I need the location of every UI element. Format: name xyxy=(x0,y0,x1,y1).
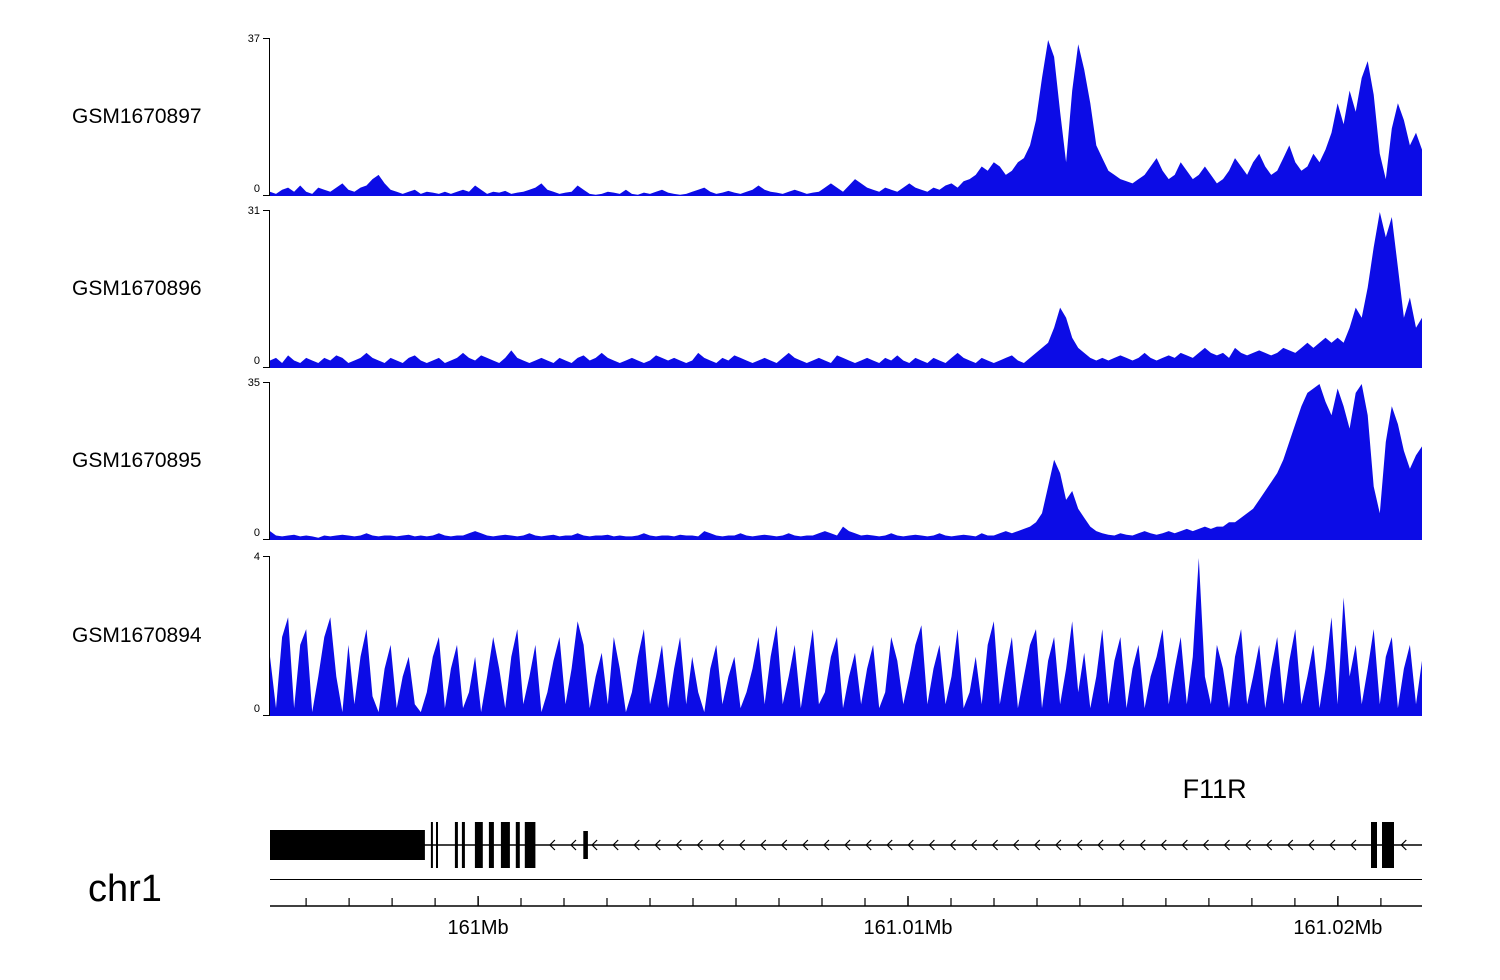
coverage-area xyxy=(270,40,1422,196)
strand-arrow-icon xyxy=(675,839,682,851)
chromosome-label: chr1 xyxy=(88,868,162,910)
gene-exon xyxy=(474,822,483,868)
coverage-plot-GSM1670894 xyxy=(270,558,1422,716)
gene-name-label: F11R xyxy=(1182,774,1247,804)
coordinate-ruler: 161Mb 161.01Mb 161.02Mb xyxy=(270,896,1422,939)
y-axis-line xyxy=(269,38,270,196)
y-axis-max-label: 37 xyxy=(247,33,260,45)
y-axis-top-tick xyxy=(263,210,269,211)
gene-exon xyxy=(461,822,465,868)
gene-exon xyxy=(270,830,425,860)
strand-arrow-icon xyxy=(823,839,830,851)
strand-arrow-icon xyxy=(802,839,809,851)
y-axis-zero-label: 0 xyxy=(253,703,260,715)
strand-arrow-icon xyxy=(549,839,556,851)
gene-model xyxy=(270,822,1422,868)
gene-exon xyxy=(1382,822,1394,868)
coverage-area xyxy=(270,212,1422,368)
strand-arrow-icon xyxy=(991,839,999,851)
coverage-area xyxy=(270,384,1422,540)
y-axis-max-label: 35 xyxy=(247,377,260,389)
strand-arrow-icon xyxy=(654,839,661,851)
strand-arrow-icon xyxy=(865,839,872,851)
y-axis-max-label: 31 xyxy=(247,205,260,217)
track-label-GSM1670895: GSM1670895 xyxy=(72,449,202,472)
y-axis-zero-label: 0 xyxy=(253,183,260,195)
gene-exon xyxy=(454,822,458,868)
strand-arrow-icon xyxy=(1076,839,1083,851)
strand-arrow-icon xyxy=(780,839,788,851)
strand-arrow-icon xyxy=(696,839,703,851)
strand-arrow-icon xyxy=(1181,839,1188,851)
strand-arrow-icon xyxy=(1118,839,1125,851)
y-axis-top-tick xyxy=(263,38,269,39)
strand-arrow-icon xyxy=(1308,839,1315,851)
strand-arrow-icon xyxy=(949,839,956,851)
coverage-plot-GSM1670897 xyxy=(270,40,1422,196)
strand-arrow-icon xyxy=(759,839,767,851)
strand-arrow-icon xyxy=(1329,839,1336,851)
track-label-GSM1670894: GSM1670894 xyxy=(72,624,202,647)
strand-arrow-icon xyxy=(1202,839,1209,851)
gene-exon xyxy=(436,822,438,868)
strand-arrow-icon xyxy=(1350,839,1357,851)
gene-exon xyxy=(430,822,433,868)
gene-exon xyxy=(524,822,536,868)
track-label-GSM1670896: GSM1670896 xyxy=(72,277,202,300)
strand-arrow-icon xyxy=(612,839,619,851)
y-axis-line xyxy=(269,382,270,540)
strand-arrow-icon xyxy=(1223,839,1230,851)
ruler-position-label: 161Mb xyxy=(448,917,509,939)
strand-arrow-icon xyxy=(1055,839,1062,851)
strand-arrow-icon xyxy=(1097,839,1104,851)
y-axis-zero-label: 0 xyxy=(253,355,260,367)
strand-arrow-icon xyxy=(1012,839,1020,851)
gene-exon xyxy=(1371,822,1377,868)
strand-arrow-icon xyxy=(1160,839,1167,851)
coverage-plot-GSM1670896 xyxy=(270,212,1422,368)
strand-arrow-icon xyxy=(970,839,978,851)
strand-arrow-icon xyxy=(1400,839,1407,851)
strand-arrow-icon xyxy=(717,839,725,851)
strand-arrow-icon xyxy=(591,839,598,851)
gene-track-baseline xyxy=(270,879,1422,880)
y-axis-top-tick xyxy=(263,556,269,557)
strand-arrow-icon xyxy=(633,839,640,851)
gene-exon xyxy=(500,822,510,868)
y-axis-top-tick xyxy=(263,382,269,383)
coverage-plot-GSM1670895 xyxy=(270,384,1422,540)
y-axis-zero-tick xyxy=(263,195,269,196)
strand-arrow-icon xyxy=(928,839,935,851)
ruler-position-label: 161.01Mb xyxy=(864,917,953,939)
y-axis-zero-tick xyxy=(263,715,269,716)
y-axis-max-label: 4 xyxy=(253,551,260,563)
gene-exon xyxy=(515,822,520,868)
y-axis-zero-label: 0 xyxy=(253,527,260,539)
strand-arrow-icon xyxy=(907,839,914,851)
strand-arrow-icon xyxy=(1286,839,1294,851)
strand-arrow-icon xyxy=(570,839,577,851)
y-axis-zero-tick xyxy=(263,367,269,368)
strand-arrow-icon xyxy=(1139,839,1146,851)
coverage-area xyxy=(270,558,1422,716)
gene-exon xyxy=(488,822,494,868)
gene-exon xyxy=(583,831,588,859)
y-axis-line xyxy=(269,210,270,368)
strand-arrow-icon xyxy=(1265,839,1273,851)
strand-arrow-icon xyxy=(1244,839,1252,851)
strand-arrow-icon xyxy=(844,839,851,851)
strand-arrow-icon xyxy=(1033,839,1041,851)
y-axis-zero-tick xyxy=(263,539,269,540)
y-axis-line xyxy=(269,556,270,716)
track-label-GSM1670897: GSM1670897 xyxy=(72,105,202,128)
strand-arrow-icon xyxy=(738,839,746,851)
strand-arrow-icon xyxy=(886,839,893,851)
ruler-position-label: 161.02Mb xyxy=(1293,917,1382,939)
